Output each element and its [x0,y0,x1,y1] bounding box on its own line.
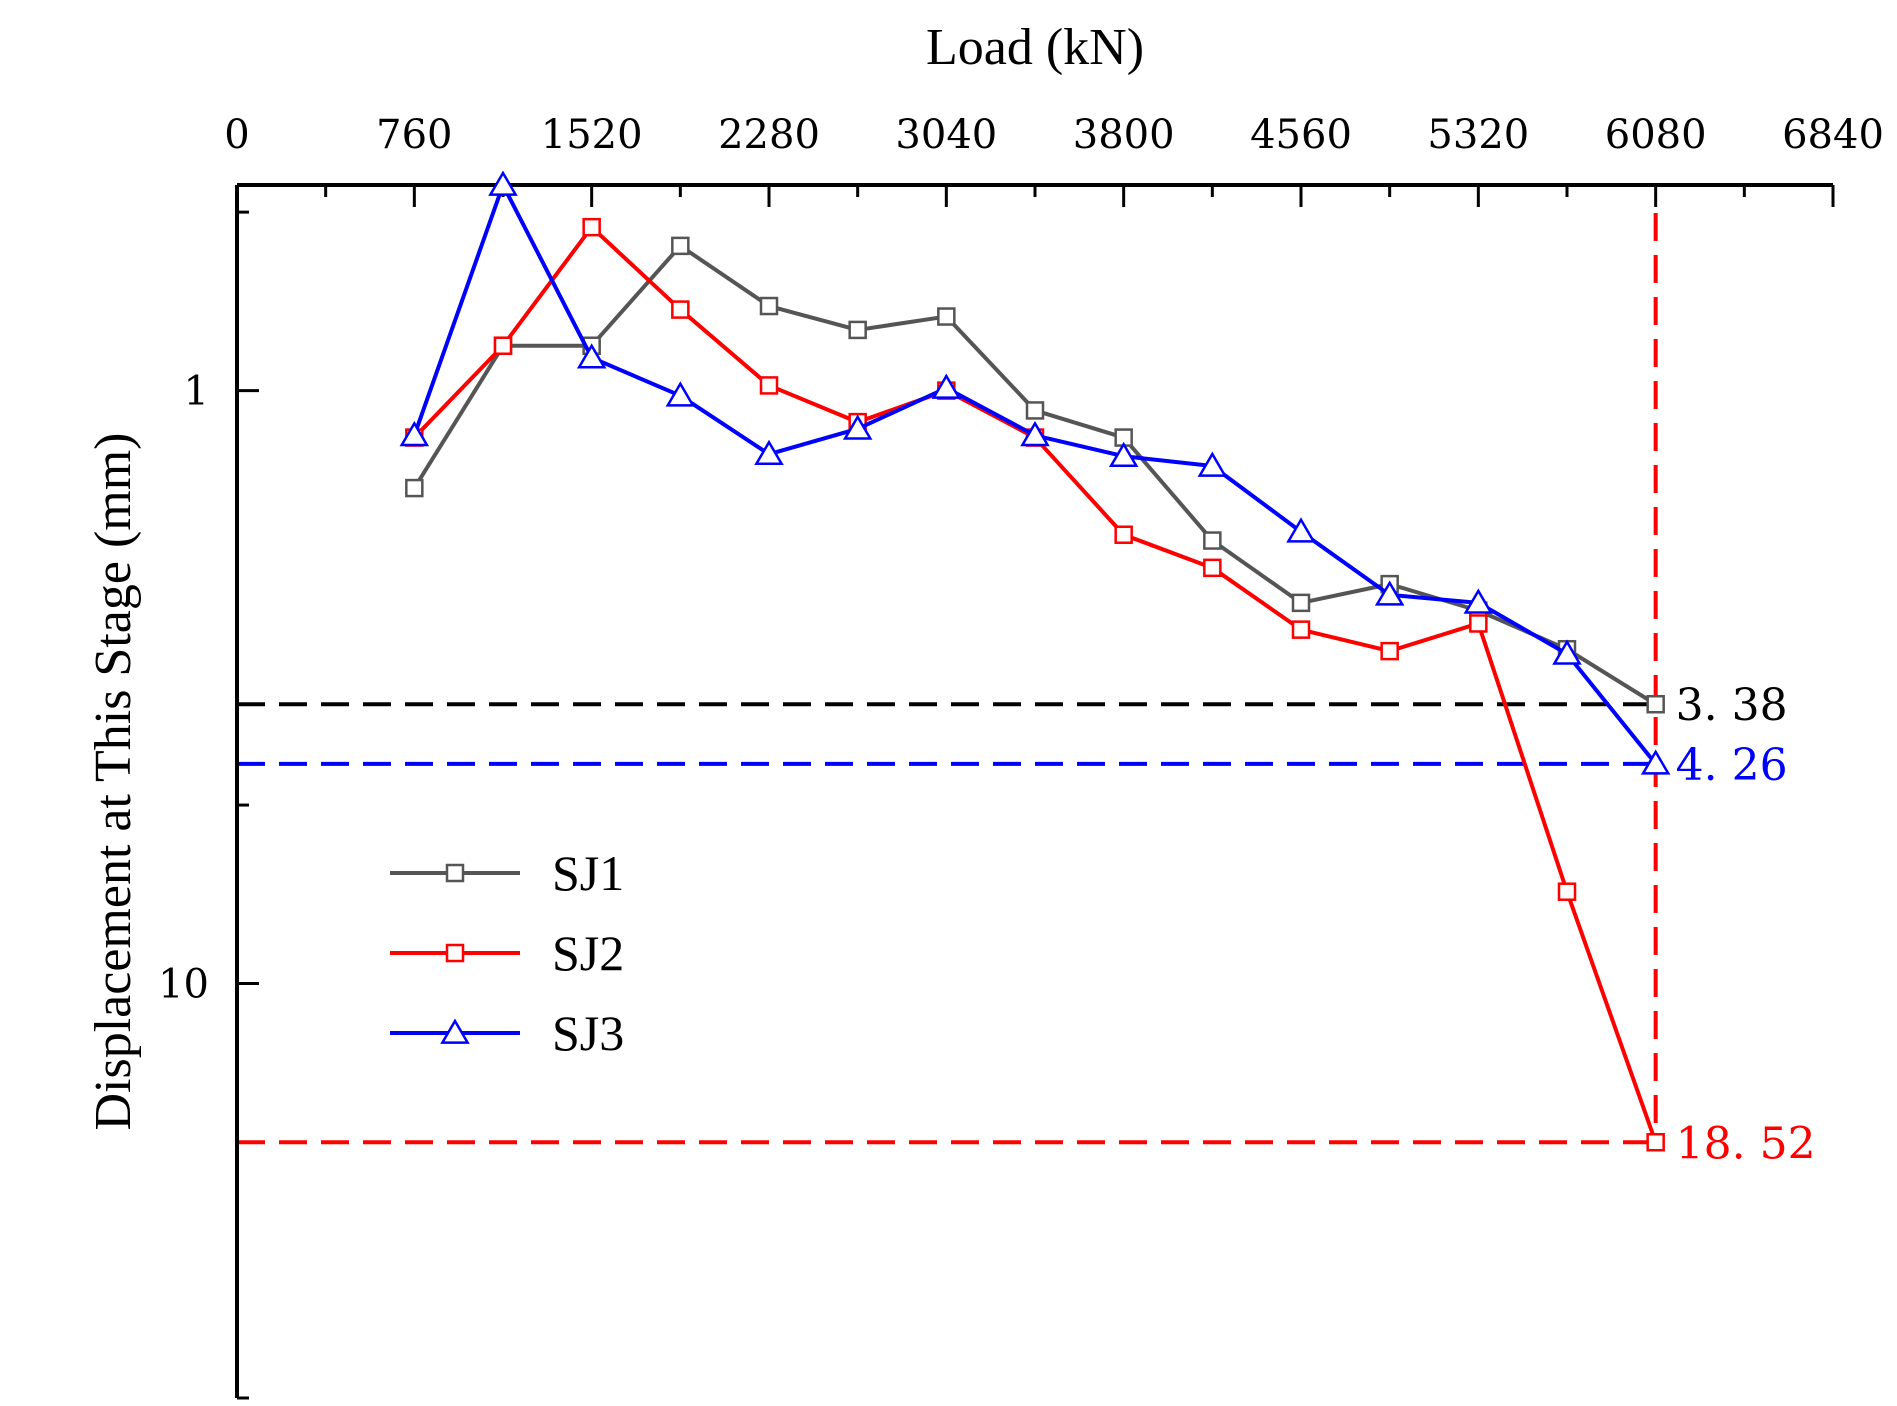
legend-item-sj1: SJ1 [390,845,624,901]
data-point-sj3 [1463,588,1494,614]
x-tick-label: 2280 [718,112,820,158]
data-point-sj2 [582,217,601,237]
reference-lines: 3. 38 4. 26 18. 52 [237,213,1816,1169]
series-line-sj3 [412,183,1658,766]
data-point-sj3 [1020,420,1050,447]
y-tick-label: 10 [158,962,209,1008]
legend-swatch-marker [440,1018,470,1044]
data-point-sj3 [399,420,430,447]
data-point-sj3 [665,381,696,407]
x-tick-label: 6840 [1782,112,1884,158]
data-point-sj1 [848,320,867,340]
data-point-sj3 [1640,749,1671,775]
legend-item-sj2: SJ2 [390,925,624,981]
series-sj1 [405,236,1665,714]
reference-value-label: 4. 26 [1676,740,1788,791]
data-point-sj2 [1203,558,1222,578]
x-tick-label: 4560 [1250,112,1352,158]
legend: SJ1 SJ2 SJ3 [390,845,624,1061]
x-tick-label: 5320 [1427,112,1529,158]
data-point-sj1 [1025,401,1045,420]
x-tick-label: 3040 [895,112,997,158]
x-tick-label: 6080 [1605,112,1707,158]
data-point-sj3 [1374,580,1405,606]
data-point-sj2 [1380,641,1399,661]
data-point-sj2 [1646,1133,1665,1152]
data-point-sj2 [493,336,513,355]
x-tick-label: 760 [376,112,452,158]
x-tick-label: 0 [224,112,249,158]
legend-swatch-marker [445,943,465,963]
data-point-sj2 [1291,620,1311,639]
data-point-sj2 [671,300,690,319]
data-point-sj3 [488,170,518,196]
y-tick-label: 1 [184,369,209,415]
reference-value-label: 18. 52 [1676,1118,1816,1169]
x-axis-title: Load (kN) [926,19,1144,76]
data-point-sj2 [1114,525,1133,544]
data-point-sj3 [576,343,607,369]
reference-value-label: 3. 38 [1676,680,1788,731]
data-point-sj1 [671,236,690,256]
legend-label: SJ1 [552,845,624,901]
series-sj3 [399,170,1671,775]
data-point-sj2 [1469,614,1488,633]
series-layer [399,170,1671,1152]
x-tick-label: 1520 [541,112,643,158]
series-line-sj1 [412,243,1657,706]
data-point-sj3 [931,373,962,399]
data-point-sj1 [759,296,779,316]
data-point-sj1 [1203,531,1222,550]
data-point-sj3 [1552,639,1582,665]
data-point-sj1 [937,307,956,326]
axes: 0 760 1520 2280 3040 3800 4560 5320 6080 6840 1 10 [158,112,1884,1400]
legend-label: SJ3 [552,1005,624,1061]
legend-swatch-marker [445,863,465,883]
legend-label: SJ2 [552,925,624,981]
data-point-sj1 [1291,593,1311,613]
legend-item-sj3: SJ3 [390,1005,624,1061]
data-point-sj3 [754,439,784,466]
data-point-sj1 [1646,694,1665,714]
data-point-sj1 [405,478,424,498]
data-point-sj3 [842,414,873,440]
data-point-sj2 [759,376,779,395]
y-axis-title: Displacement at This Stage (mm) [85,433,142,1131]
data-point-sj2 [1557,882,1577,901]
data-point-sj3 [1108,441,1139,468]
x-tick-label: 3800 [1073,112,1175,158]
data-point-sj3 [1197,451,1228,477]
data-point-sj3 [1286,517,1316,543]
